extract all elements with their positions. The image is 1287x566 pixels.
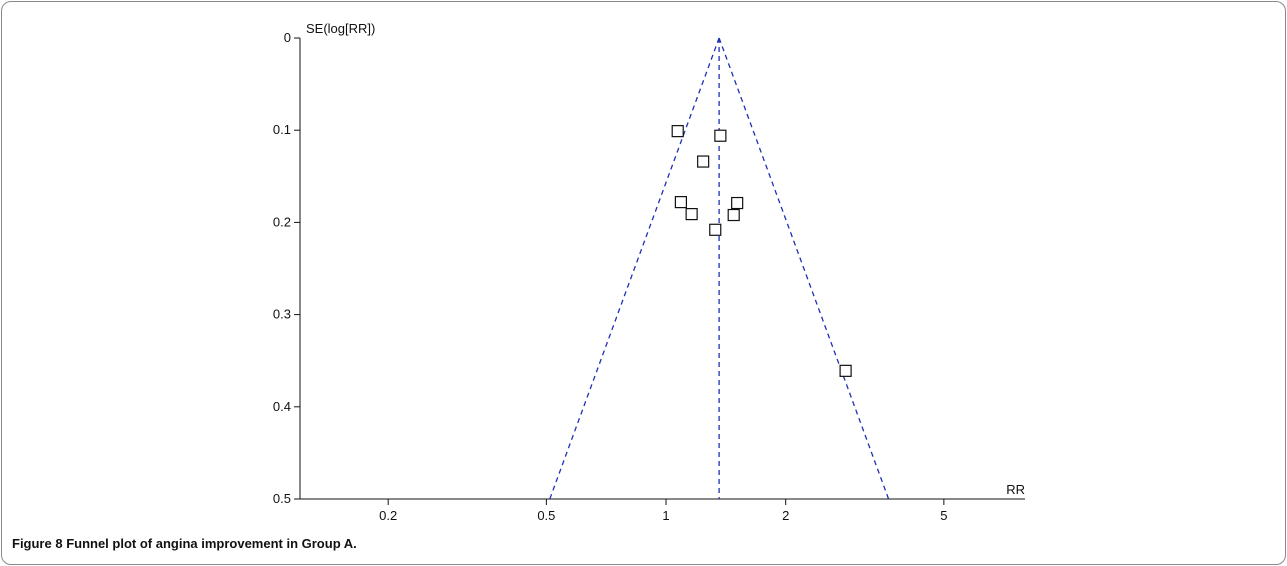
y-tick-label: 0.4: [273, 399, 291, 414]
y-tick-label: 0.2: [273, 214, 291, 229]
funnel-plot: 0 0.1 0.2 0.3 0.4 0.5 0.2 0.5 1 2 5 SE(log[RR]) RR: [273, 21, 1025, 523]
caption-label: Figure 8: [12, 536, 63, 551]
x-tick-label: 5: [940, 508, 947, 523]
data-point: [714, 129, 727, 142]
x-tick-label: 0.2: [379, 508, 397, 523]
data-point: [674, 196, 688, 209]
y-tick-label: 0.1: [273, 122, 291, 137]
x-tick-label: 0.5: [537, 508, 555, 523]
x-tick-label: 2: [782, 508, 789, 523]
figure-caption: Figure 8 Funnel plot of angina improveme…: [12, 536, 357, 551]
data-point: [727, 208, 740, 222]
y-tick-label: 0: [284, 30, 291, 45]
caption-text: Funnel plot of angina improvement in Gro…: [62, 536, 357, 551]
data-point: [731, 196, 744, 210]
funnel-left-limit: [549, 37, 720, 500]
data-point: [685, 208, 698, 221]
funnel-lines: [549, 37, 890, 500]
x-tick-label: 1: [662, 508, 669, 523]
data-points: [671, 125, 852, 377]
axes: 0 0.1 0.2 0.3 0.4 0.5 0.2 0.5 1 2 5 SE(log[RR]) RR: [273, 21, 1025, 523]
funnel-right-limit: [718, 37, 890, 500]
y-axis-title: SE(log[RR]): [306, 21, 375, 36]
data-point: [839, 364, 852, 377]
data-point: [671, 125, 684, 138]
y-tick-label: 0.5: [273, 491, 291, 506]
data-point: [697, 155, 710, 168]
data-point: [709, 223, 722, 236]
x-axis-title: RR: [1006, 482, 1025, 497]
y-tick-label: 0.3: [273, 307, 291, 322]
